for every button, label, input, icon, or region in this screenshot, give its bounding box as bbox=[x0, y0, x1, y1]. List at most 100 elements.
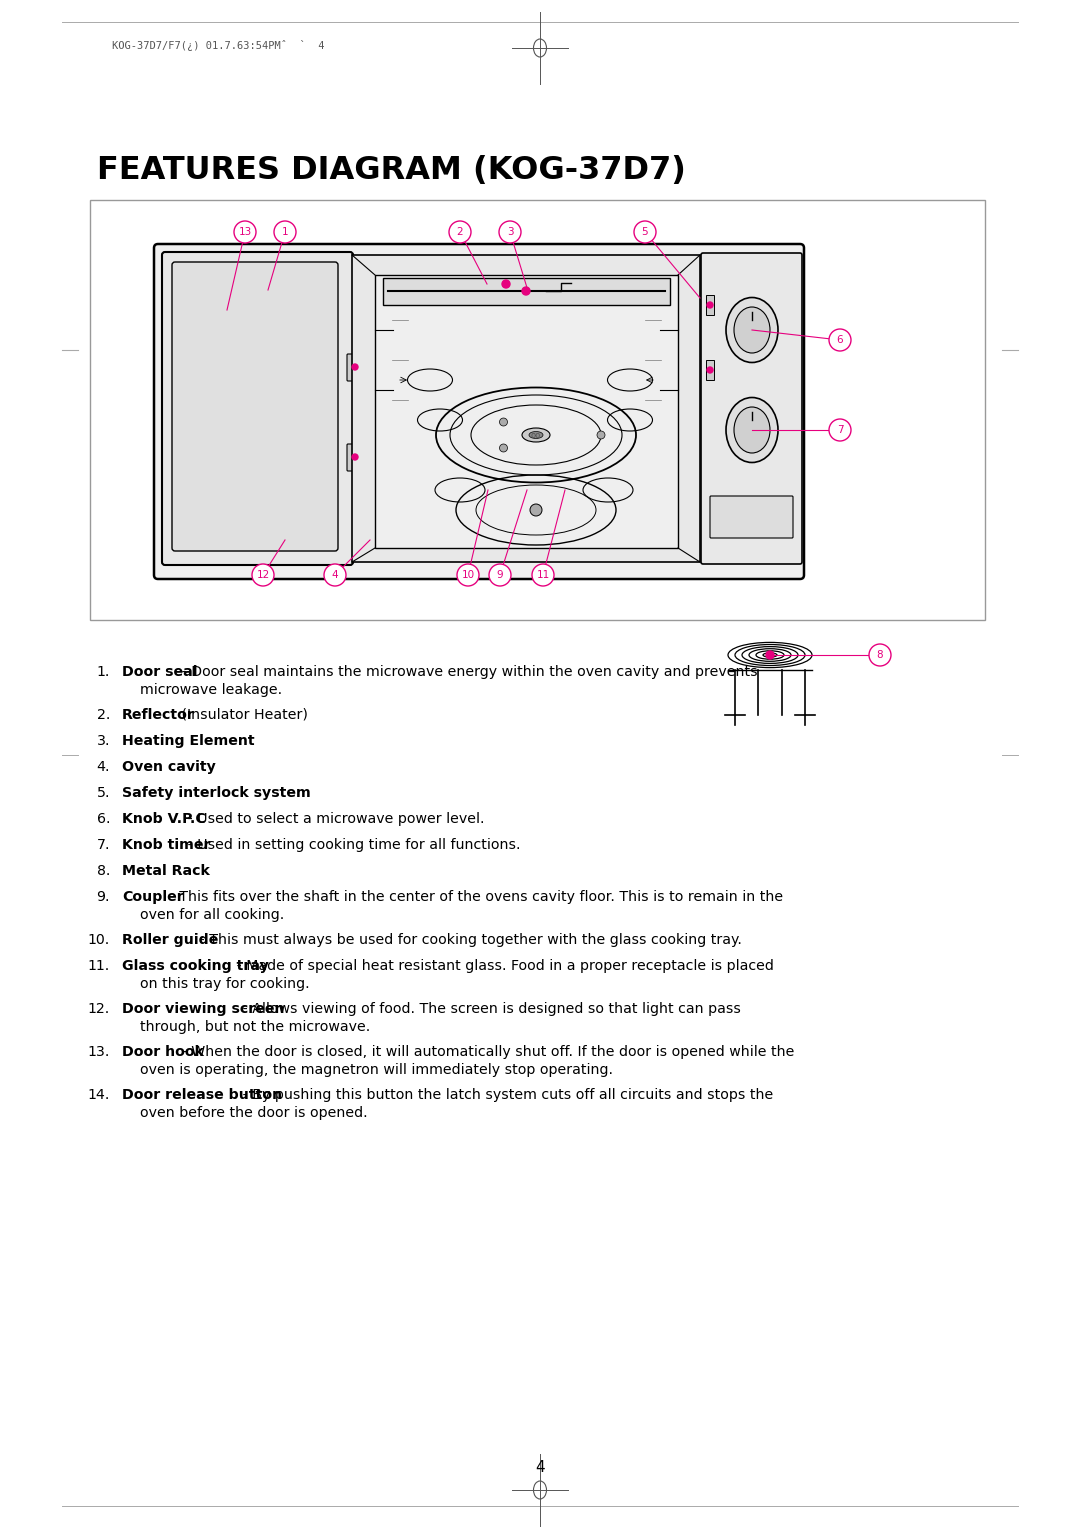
Text: - Allows viewing of food. The screen is designed so that light can pass: - Allows viewing of food. The screen is … bbox=[239, 1002, 741, 1016]
Text: 2: 2 bbox=[457, 228, 463, 237]
Ellipse shape bbox=[726, 397, 778, 463]
Text: 9.: 9. bbox=[96, 889, 110, 905]
Circle shape bbox=[499, 419, 508, 426]
Text: 5.: 5. bbox=[96, 785, 110, 801]
Text: Door viewing screen: Door viewing screen bbox=[122, 1002, 284, 1016]
Text: Metal Rack: Metal Rack bbox=[122, 863, 210, 879]
Circle shape bbox=[829, 329, 851, 351]
Text: 3.: 3. bbox=[96, 733, 110, 749]
FancyBboxPatch shape bbox=[154, 244, 804, 579]
Text: Knob timer: Knob timer bbox=[122, 837, 211, 853]
Text: FEATURES DIAGRAM (KOG-37D7): FEATURES DIAGRAM (KOG-37D7) bbox=[97, 154, 686, 186]
Text: 4: 4 bbox=[332, 570, 338, 581]
Text: Door hook: Door hook bbox=[122, 1045, 204, 1059]
Text: (Insulator Heater): (Insulator Heater) bbox=[177, 707, 308, 723]
Circle shape bbox=[522, 287, 530, 295]
Text: - Made of special heat resistant glass. Food in a proper receptacle is placed: - Made of special heat resistant glass. … bbox=[232, 960, 774, 973]
Circle shape bbox=[274, 222, 296, 243]
Circle shape bbox=[499, 222, 521, 243]
Text: 10: 10 bbox=[461, 570, 474, 581]
Text: Oven cavity: Oven cavity bbox=[122, 759, 216, 775]
Text: 1.: 1. bbox=[96, 665, 110, 678]
Text: - When the door is closed, it will automatically shut off. If the door is opened: - When the door is closed, it will autom… bbox=[177, 1045, 795, 1059]
FancyBboxPatch shape bbox=[172, 261, 338, 552]
Text: 6: 6 bbox=[837, 335, 843, 345]
Text: 11.: 11. bbox=[87, 960, 110, 973]
Text: - This fits over the shaft in the center of the ovens cavity floor. This is to r: - This fits over the shaft in the center… bbox=[165, 889, 783, 905]
Text: Heating Element: Heating Element bbox=[122, 733, 255, 749]
Text: Reflector: Reflector bbox=[122, 707, 194, 723]
Ellipse shape bbox=[734, 406, 770, 452]
Bar bbox=[375, 275, 678, 549]
Text: 8: 8 bbox=[877, 649, 883, 660]
Ellipse shape bbox=[522, 428, 550, 442]
FancyBboxPatch shape bbox=[710, 497, 793, 538]
Text: 6.: 6. bbox=[96, 811, 110, 827]
Text: 5: 5 bbox=[642, 228, 648, 237]
Text: Safety interlock system: Safety interlock system bbox=[122, 785, 311, 801]
Text: 10.: 10. bbox=[87, 934, 110, 947]
Text: Door seal: Door seal bbox=[122, 665, 198, 678]
Circle shape bbox=[707, 303, 713, 309]
Circle shape bbox=[489, 564, 511, 587]
Text: 11: 11 bbox=[537, 570, 550, 581]
Text: Roller guide: Roller guide bbox=[122, 934, 218, 947]
Text: 7: 7 bbox=[837, 425, 843, 435]
Text: Coupler: Coupler bbox=[122, 889, 184, 905]
Circle shape bbox=[634, 222, 656, 243]
Text: oven is operating, the magnetron will immediately stop operating.: oven is operating, the magnetron will im… bbox=[140, 1063, 613, 1077]
Text: - Used to select a microwave power level.: - Used to select a microwave power level… bbox=[184, 811, 485, 827]
Text: - This must always be used for cooking together with the glass cooking tray.: - This must always be used for cooking t… bbox=[195, 934, 742, 947]
Text: 13.: 13. bbox=[87, 1045, 110, 1059]
Text: 4: 4 bbox=[536, 1461, 544, 1476]
Circle shape bbox=[499, 445, 508, 452]
Circle shape bbox=[530, 504, 542, 516]
Circle shape bbox=[829, 419, 851, 442]
Circle shape bbox=[502, 280, 510, 287]
Text: microwave leakage.: microwave leakage. bbox=[140, 683, 282, 697]
Circle shape bbox=[449, 222, 471, 243]
Circle shape bbox=[707, 367, 713, 373]
Circle shape bbox=[324, 564, 346, 587]
Text: 14.: 14. bbox=[87, 1088, 110, 1102]
Text: Knob V.P.C: Knob V.P.C bbox=[122, 811, 206, 827]
Circle shape bbox=[252, 564, 274, 587]
Text: - Used in setting cooking time for all functions.: - Used in setting cooking time for all f… bbox=[184, 837, 521, 853]
Bar bbox=[90, 200, 985, 620]
Text: 4.: 4. bbox=[96, 759, 110, 775]
Text: oven for all cooking.: oven for all cooking. bbox=[140, 908, 284, 921]
Circle shape bbox=[869, 643, 891, 666]
Circle shape bbox=[766, 651, 774, 659]
Text: 8.: 8. bbox=[96, 863, 110, 879]
Circle shape bbox=[234, 222, 256, 243]
Text: 12: 12 bbox=[256, 570, 270, 581]
Ellipse shape bbox=[529, 431, 543, 439]
FancyBboxPatch shape bbox=[383, 278, 670, 306]
FancyBboxPatch shape bbox=[162, 252, 353, 565]
Circle shape bbox=[597, 431, 605, 439]
FancyBboxPatch shape bbox=[347, 445, 365, 471]
Circle shape bbox=[352, 364, 357, 370]
Text: - Door seal maintains the microwave energy within the oven cavity and prevents: - Door seal maintains the microwave ener… bbox=[177, 665, 758, 678]
Bar bbox=[706, 295, 714, 315]
Text: oven before the door is opened.: oven before the door is opened. bbox=[140, 1106, 367, 1120]
Text: - By pushing this button the latch system cuts off all circuits and stops the: - By pushing this button the latch syste… bbox=[239, 1088, 773, 1102]
FancyBboxPatch shape bbox=[347, 354, 365, 380]
Bar bbox=[352, 255, 700, 562]
Bar bbox=[706, 361, 714, 380]
Text: on this tray for cooking.: on this tray for cooking. bbox=[140, 976, 310, 992]
Text: Glass cooking tray: Glass cooking tray bbox=[122, 960, 269, 973]
Ellipse shape bbox=[734, 307, 770, 353]
Circle shape bbox=[532, 564, 554, 587]
FancyBboxPatch shape bbox=[701, 254, 802, 564]
Circle shape bbox=[457, 564, 480, 587]
Text: through, but not the microwave.: through, but not the microwave. bbox=[140, 1021, 370, 1034]
Text: 13: 13 bbox=[239, 228, 252, 237]
Circle shape bbox=[352, 454, 357, 460]
Text: 3: 3 bbox=[507, 228, 513, 237]
Text: 2.: 2. bbox=[96, 707, 110, 723]
Ellipse shape bbox=[726, 298, 778, 362]
Text: 12.: 12. bbox=[87, 1002, 110, 1016]
Text: 1: 1 bbox=[282, 228, 288, 237]
Text: 9: 9 bbox=[497, 570, 503, 581]
